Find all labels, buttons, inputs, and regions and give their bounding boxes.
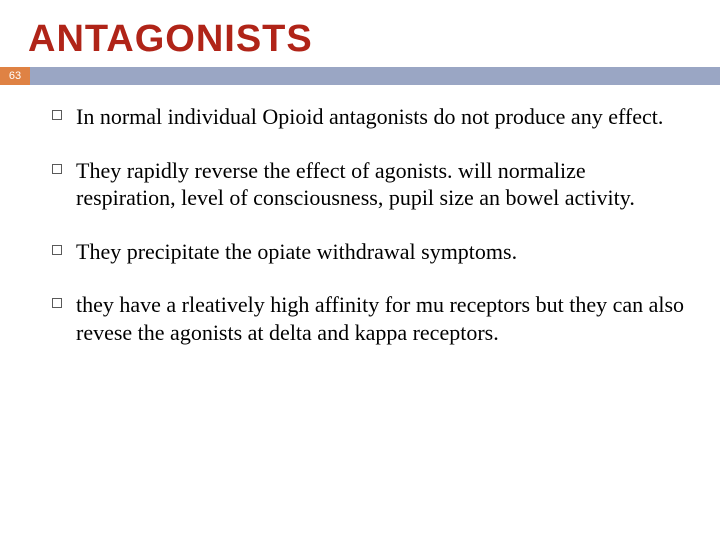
header-band-row: 63: [0, 67, 720, 85]
header-band: [30, 67, 720, 85]
bullet-text: they have a rleatively high affinity for…: [76, 291, 688, 346]
slide: { "title": { "text": "ANTAGONISTS", "col…: [0, 0, 720, 540]
slide-title: ANTAGONISTS: [0, 0, 720, 67]
list-item: they have a rleatively high affinity for…: [52, 291, 688, 346]
bullet-marker-icon: [52, 164, 62, 174]
content-area: In normal individual Opioid antagonists …: [0, 85, 720, 346]
page-number-badge: 63: [0, 67, 30, 85]
bullet-text: In normal individual Opioid antagonists …: [76, 103, 663, 131]
list-item: They rapidly reverse the effect of agoni…: [52, 157, 688, 212]
list-item: They precipitate the opiate withdrawal s…: [52, 238, 688, 266]
bullet-text: They precipitate the opiate withdrawal s…: [76, 238, 517, 266]
bullet-marker-icon: [52, 245, 62, 255]
list-item: In normal individual Opioid antagonists …: [52, 103, 688, 131]
bullet-text: They rapidly reverse the effect of agoni…: [76, 157, 688, 212]
bullet-marker-icon: [52, 110, 62, 120]
bullet-marker-icon: [52, 298, 62, 308]
